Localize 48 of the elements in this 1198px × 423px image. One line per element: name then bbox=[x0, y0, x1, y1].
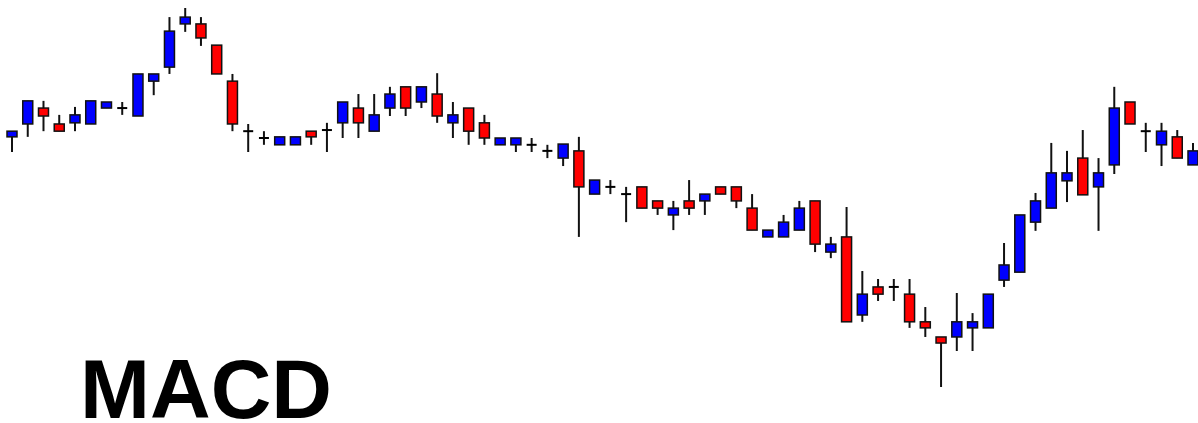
candlestick bbox=[399, 85, 412, 118]
candlestick bbox=[320, 121, 333, 154]
candlestick bbox=[951, 292, 963, 352]
candlestick bbox=[1029, 191, 1042, 232]
candlestick bbox=[667, 199, 680, 232]
candlestick bbox=[1124, 101, 1136, 125]
candlestick bbox=[368, 93, 380, 133]
candlestick bbox=[1092, 157, 1105, 232]
candlestick bbox=[966, 312, 979, 352]
candlestick bbox=[336, 100, 349, 139]
text: MACD bbox=[80, 342, 332, 423]
candlestick bbox=[447, 100, 459, 139]
candlestick bbox=[1187, 141, 1198, 166]
candlestick bbox=[872, 277, 884, 302]
candlestick bbox=[69, 105, 81, 133]
candlestick bbox=[242, 122, 255, 154]
candlestick bbox=[1171, 129, 1183, 160]
candlestick bbox=[887, 277, 900, 302]
candlestick bbox=[147, 72, 160, 97]
candlestick bbox=[1155, 121, 1168, 168]
candlestick bbox=[557, 143, 569, 168]
candlestick bbox=[730, 185, 743, 210]
candlestick bbox=[935, 335, 947, 388]
candlestick bbox=[746, 193, 758, 232]
candlestick bbox=[777, 213, 790, 238]
candlestick bbox=[699, 193, 711, 216]
candlestick bbox=[84, 100, 97, 125]
candlestick bbox=[37, 99, 50, 133]
candlestick bbox=[179, 7, 191, 33]
candlestick bbox=[919, 306, 932, 338]
candlestick bbox=[1139, 121, 1152, 154]
candlestick bbox=[636, 186, 648, 209]
candlestick bbox=[1061, 149, 1073, 204]
candlestick bbox=[793, 199, 806, 232]
candlestick bbox=[384, 85, 396, 118]
candlestick bbox=[462, 107, 475, 146]
candlestick bbox=[683, 179, 695, 216]
candlestick bbox=[998, 241, 1010, 288]
candlestick bbox=[415, 85, 428, 110]
candlestick bbox=[431, 72, 443, 124]
candlestick bbox=[825, 235, 837, 260]
candlestick bbox=[620, 185, 633, 224]
candlestick bbox=[6, 130, 18, 154]
candlestick bbox=[856, 270, 869, 323]
candlestick bbox=[352, 93, 365, 139]
candlestick bbox=[195, 16, 207, 47]
candlestick bbox=[478, 113, 491, 146]
candlestick bbox=[22, 99, 34, 138]
